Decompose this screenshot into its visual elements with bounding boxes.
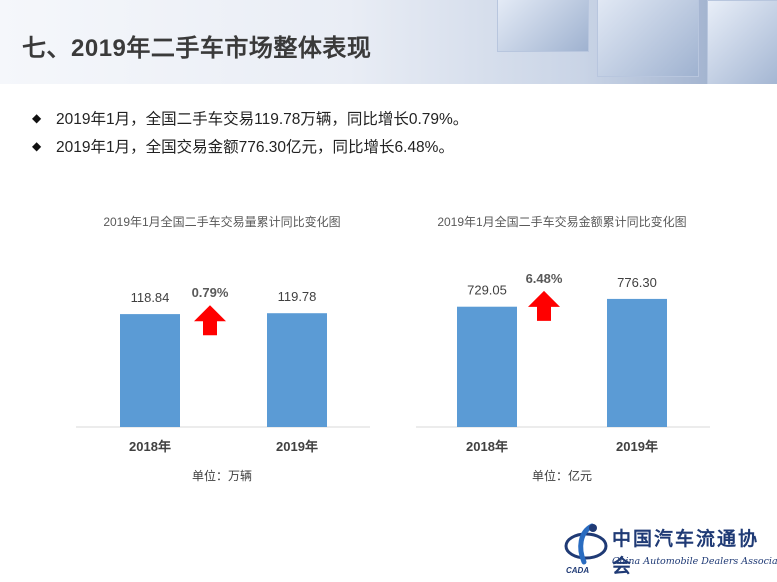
volume-chart-svg: 118.84 2018年 119.78 2019年 0.79% [76,285,370,454]
logo-name-cn: 中国汽车流通协会 [612,528,760,577]
bar-2019年 [267,313,327,427]
bar-2018年 [457,306,517,427]
chart-unit: 单位：亿元 [531,469,592,483]
x-tick-label: 2018年 [129,439,171,454]
cada-logo: CADA 中国汽车流通协会 China Automobile Dealers A… [562,522,777,578]
amount-chart: 2019年1月全国二手车交易金额累计同比变化图 729.05 2018年 776.3… [402,205,722,495]
amount-chart-svg: 729.05 2018年 776.30 2019年 6.48% [416,271,710,454]
change-label: 6.48% [526,271,563,286]
data-label: 118.84 [131,290,170,305]
up-arrow-icon [528,290,560,321]
x-tick-label: 2018年 [466,439,508,454]
chart-title: 2019年1月全国二手车交易金额累计同比变化图 [437,215,687,229]
logo-name-en: China Automobile Dealers Association [612,556,777,567]
cada-emblem-icon [564,523,608,565]
data-label: 729.05 [467,283,507,298]
data-label: 119.78 [278,289,317,304]
data-label: 776.30 [617,275,657,290]
volume-chart: 2019年1月全国二手车交易量累计同比变化图 118.84 2018年 119.78… [62,205,382,495]
x-tick-label: 2019年 [276,439,318,454]
bullet-text: 2019年1月，全国二手车交易119.78万辆，同比增长0.79%。 [56,111,469,128]
bullet-list: ◆ 2019年1月，全国二手车交易119.78万辆，同比增长0.79%。 ◆ 2… [32,104,468,160]
chart-unit: 单位：万辆 [191,469,252,483]
x-tick-label: 2019年 [616,439,658,454]
up-arrow-icon [194,305,226,336]
logo-abbr: CADA [566,566,590,575]
header-banner: 七、2019年二手车市场整体表现 [0,0,777,84]
change-label: 0.79% [192,285,229,300]
header-decoration [477,0,777,84]
diamond-bullet-icon: ◆ [32,111,42,125]
diamond-bullet-icon: ◆ [32,139,42,153]
page-title: 七、2019年二手车市场整体表现 [22,35,372,62]
chart-title: 2019年1月全国二手车交易量累计同比变化图 [103,215,341,229]
bar-2018年 [120,314,180,427]
bullet-text: 2019年1月，全国交易金额776.30亿元，同比增长6.48%。 [56,139,454,156]
bullet-item: ◆ 2019年1月，全国交易金额776.30亿元，同比增长6.48%。 [32,132,468,160]
bar-2019年 [607,298,667,427]
bullet-item: ◆ 2019年1月，全国二手车交易119.78万辆，同比增长0.79%。 [32,104,468,132]
